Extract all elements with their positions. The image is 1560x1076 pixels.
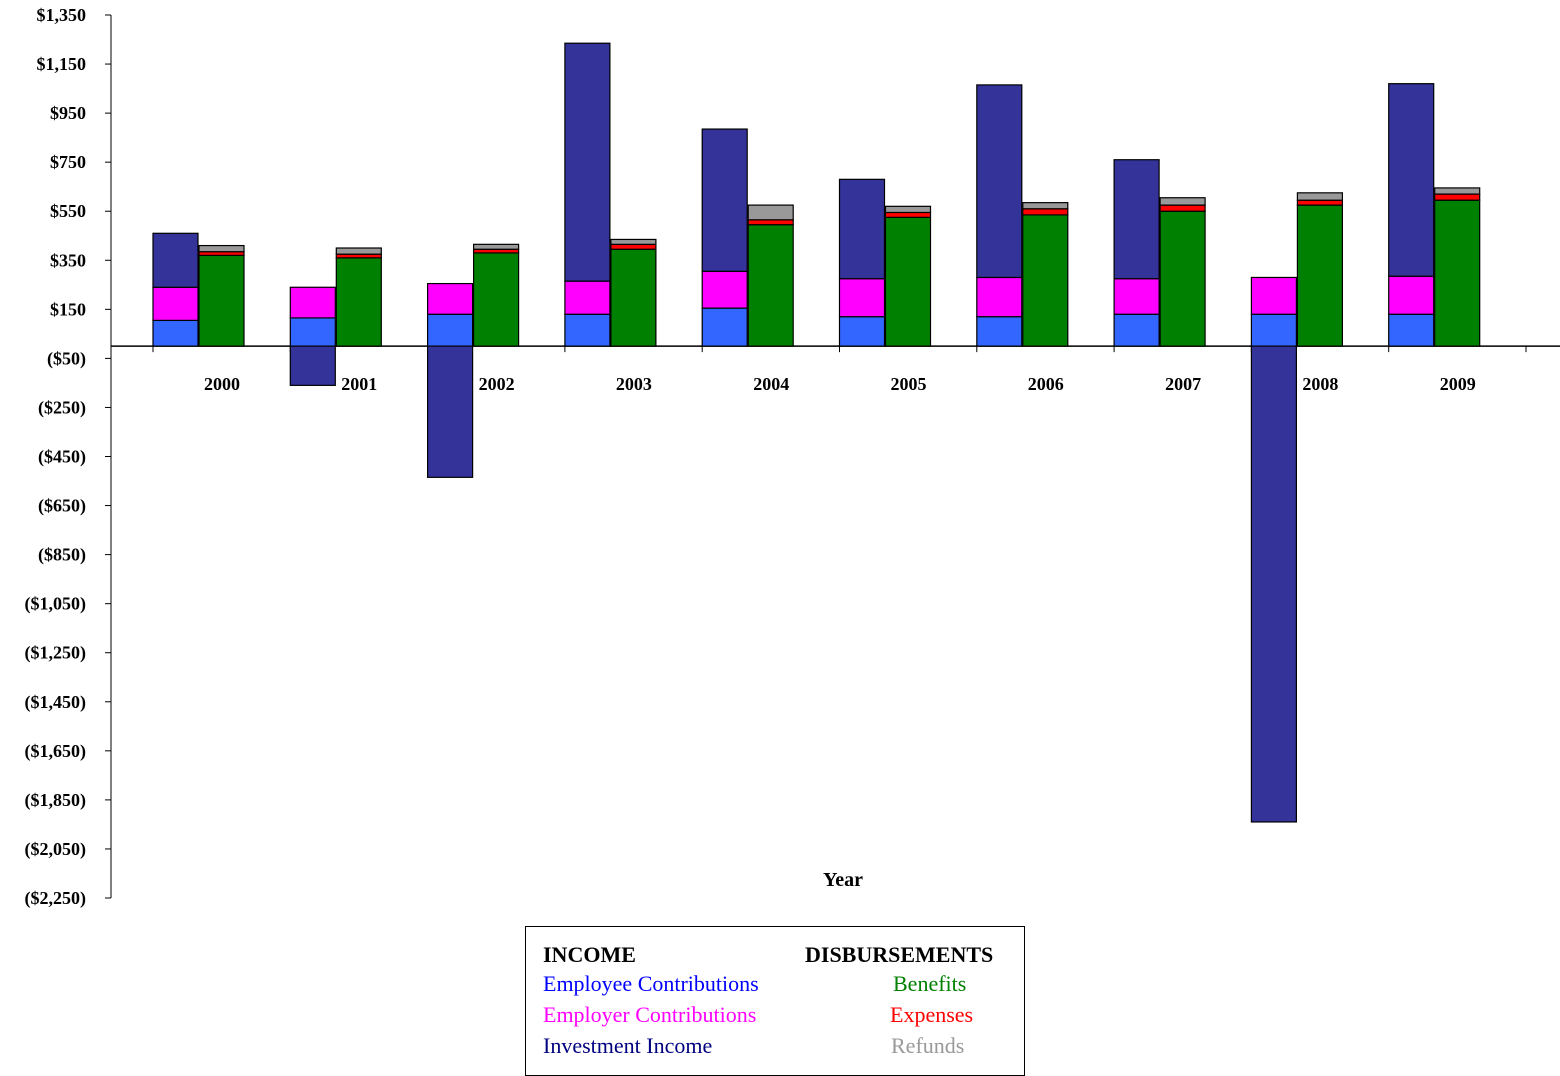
income-employee-contributions-bar (976, 316, 1023, 347)
income-employer-contributions-bar (1388, 275, 1435, 315)
income-employer-contributions-bar (1250, 276, 1298, 315)
income-employee-contributions-bar (427, 313, 474, 347)
income-investment-income-bar (564, 42, 611, 282)
x-tick-label: 2001 (341, 374, 377, 394)
y-tick-label: $750 (50, 152, 86, 172)
legend-expenses: Expenses (890, 1002, 974, 1027)
income-employee-contributions-bar (838, 316, 886, 347)
legend-investment-income: Investment Income (543, 1033, 713, 1058)
y-tick-label: ($1,250) (25, 643, 87, 664)
income-investment-income-bar (1113, 159, 1160, 280)
income-employee-contributions-bar (289, 317, 336, 347)
income-employee-contributions-bar (1113, 313, 1160, 347)
x-tick-label: 2002 (479, 374, 515, 394)
disbursement-benefits-bar (1296, 204, 1344, 347)
y-tick-label: ($1,650) (25, 741, 87, 762)
y-tick-label: ($250) (38, 397, 86, 418)
disbursement-refunds-bar (1296, 192, 1344, 201)
income-employee-contributions-bar (1388, 313, 1435, 347)
disbursement-refunds-bar (747, 204, 794, 221)
y-tick-label: ($1,050) (25, 594, 87, 615)
disbursement-expenses-bar (747, 219, 794, 226)
legend-income-heading: INCOME (543, 942, 636, 967)
income-employer-contributions-bar (289, 286, 336, 319)
income-employer-contributions-bar (1113, 278, 1160, 315)
income-employee-contributions-bar (701, 307, 748, 347)
disbursement-refunds-bar (1434, 187, 1481, 195)
income-investment-income-bar (701, 128, 748, 272)
legend-disbursements-heading: DISBURSEMENTS (805, 942, 994, 967)
income-employee-contributions-bar (152, 319, 199, 347)
x-tick-label: 2005 (891, 374, 927, 394)
disbursement-refunds-bar (1159, 197, 1206, 206)
y-tick-label: ($850) (38, 545, 86, 566)
disbursement-expenses-bar (884, 211, 932, 218)
y-tick-label: $1,150 (37, 54, 87, 74)
income-investment-income-bar (976, 84, 1023, 279)
disbursement-refunds-bar (198, 244, 245, 253)
disbursement-benefits-bar (1022, 214, 1069, 347)
income-employer-contributions-bar (701, 270, 748, 309)
income-investment-income-bar (1250, 345, 1298, 823)
x-tick-label: 2008 (1302, 374, 1338, 394)
income-employee-contributions-bar (564, 313, 611, 347)
x-axis-title: Year (823, 869, 863, 891)
y-tick-label: ($50) (47, 348, 86, 369)
y-tick-label: $950 (50, 103, 86, 123)
income-employer-contributions-bar (976, 276, 1023, 318)
disbursement-benefits-bar (610, 248, 657, 347)
disbursement-benefits-bar (747, 224, 794, 347)
legend-employee-contributions: Employee Contributions (543, 971, 759, 996)
x-tick-label: 2007 (1165, 374, 1201, 394)
legend-refunds: Refunds (891, 1033, 965, 1058)
y-tick-label: $150 (50, 299, 86, 319)
x-tick-label: 2006 (1028, 374, 1064, 394)
disbursement-benefits-bar (1159, 210, 1206, 347)
y-tick-label: $550 (50, 201, 86, 221)
legend: INCOME DISBURSEMENTS Employee Contributi… (525, 926, 1025, 1076)
income-employer-contributions-bar (838, 278, 886, 318)
y-tick-label: $350 (50, 250, 86, 270)
income-investment-income-bar (838, 178, 886, 280)
income-employer-contributions-bar (152, 286, 199, 321)
disbursement-refunds-bar (473, 243, 520, 250)
y-tick-label: ($2,050) (25, 839, 87, 860)
income-employee-contributions-bar (1250, 313, 1298, 347)
y-tick-label: ($2,250) (25, 888, 87, 909)
y-tick-label: ($450) (38, 447, 86, 468)
disbursement-benefits-bar (198, 254, 245, 347)
disbursement-expenses-bar (1434, 193, 1481, 201)
disbursement-benefits-bar (473, 252, 520, 347)
income-investment-income-bar (427, 345, 474, 478)
x-tick-label: 2003 (616, 374, 652, 394)
disbursement-refunds-bar (610, 238, 657, 245)
y-tick-label: $1,350 (37, 5, 87, 25)
y-tick-label: ($1,450) (25, 692, 87, 713)
disbursement-expenses-bar (1022, 208, 1069, 216)
disbursement-refunds-bar (335, 247, 382, 255)
disbursement-expenses-bar (610, 243, 657, 250)
income-employer-contributions-bar (564, 280, 611, 315)
y-tick-label: ($1,850) (25, 790, 87, 811)
x-tick-label: 2009 (1440, 374, 1476, 394)
legend-benefits: Benefits (893, 971, 967, 996)
stacked-bar-chart: $1,350 $1,150 $950 $750 $550 $350 $150 ($50) ($2… (25, 5, 1560, 909)
legend-employer-contributions: Employer Contributions (543, 1002, 757, 1027)
disbursement-benefits-bar (335, 257, 382, 347)
disbursement-expenses-bar (1159, 204, 1206, 212)
disbursement-benefits-bar (884, 216, 932, 347)
x-tick-label: 2004 (753, 374, 789, 394)
disbursement-refunds-bar (1022, 202, 1069, 210)
income-investment-income-bar (152, 232, 199, 288)
x-tick-label: 2000 (204, 374, 240, 394)
disbursement-expenses-bar (1296, 199, 1344, 206)
income-employer-contributions-bar (427, 282, 474, 315)
income-investment-income-bar (1388, 83, 1435, 277)
income-investment-income-bar (289, 345, 336, 386)
disbursement-benefits-bar (1434, 199, 1481, 347)
disbursement-refunds-bar (884, 205, 932, 214)
y-tick-label: ($650) (38, 496, 86, 517)
